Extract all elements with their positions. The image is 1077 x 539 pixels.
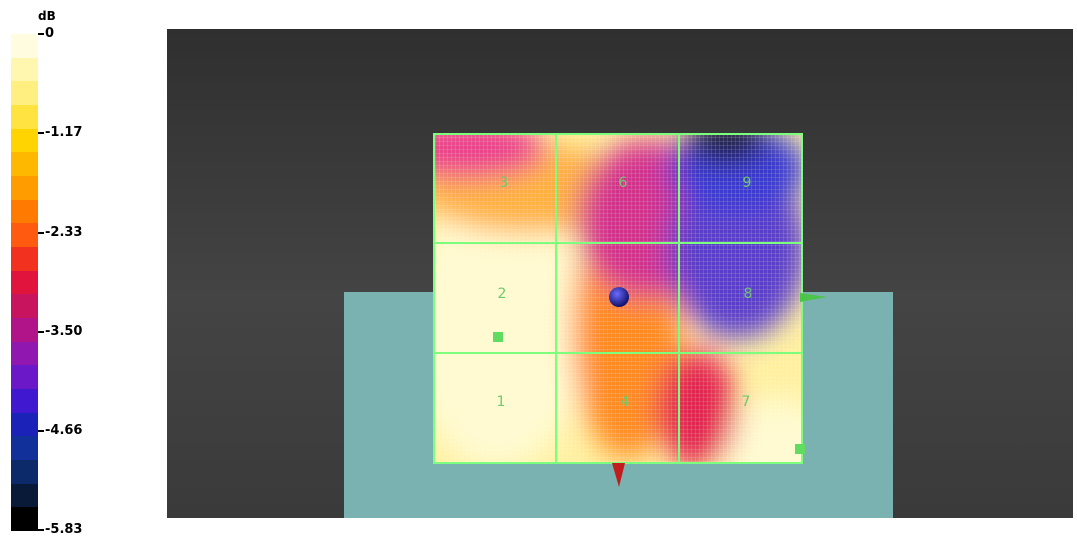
legend-tick-5: -5.83 — [38, 523, 82, 536]
legend-tick-1: -1.17 — [38, 126, 82, 139]
3d-viewport[interactable]: 3 6 9 2 5 8 1 4 7 — [167, 29, 1073, 518]
legend-swatch-18 — [11, 460, 38, 484]
cell-label: 6 — [619, 175, 628, 191]
legend-swatch-3 — [11, 105, 38, 129]
legend-swatch-5 — [11, 152, 38, 177]
color-scale-bar — [11, 34, 38, 532]
probe-pointer-red — [612, 463, 625, 487]
cell-label: 2 — [498, 286, 507, 302]
legend-swatch-12 — [11, 318, 38, 342]
legend-tick-3: -3.50 — [38, 325, 82, 338]
legend-swatch-10 — [11, 270, 38, 295]
legend-swatch-4 — [11, 128, 38, 153]
legend-swatch-9 — [11, 247, 38, 271]
legend-swatch-11 — [11, 294, 38, 319]
reference-marker — [795, 444, 805, 454]
color-scale-legend: dB 0 -1.17 -2.33 -3.50 -4.66 -5.83 — [0, 0, 160, 539]
legend-unit-label: dB — [38, 9, 56, 23]
cell-label: 4 — [621, 394, 630, 410]
legend-tick-0: 0 — [38, 27, 54, 40]
legend-swatch-7 — [11, 199, 38, 224]
legend-swatch-1 — [11, 57, 38, 82]
sar-heatmap-plane — [434, 134, 802, 463]
legend-swatch-19 — [11, 483, 38, 508]
legend-tick-4: -4.66 — [38, 424, 82, 437]
legend-swatch-6 — [11, 176, 38, 200]
cell-label: 9 — [743, 175, 752, 191]
probe-sphere[interactable] — [609, 287, 629, 307]
measurement-scene: 3 6 9 2 5 8 1 4 7 — [344, 133, 893, 518]
legend-swatch-20 — [11, 507, 38, 532]
legend-swatch-13 — [11, 341, 38, 366]
cell-label: 3 — [500, 175, 509, 191]
cell-label: 1 — [497, 394, 506, 410]
legend-swatch-0 — [11, 34, 38, 58]
cell-label: 8 — [744, 286, 753, 302]
cell-label: 7 — [742, 394, 751, 410]
probe-pointer-green — [800, 293, 827, 302]
legend-swatch-8 — [11, 223, 38, 248]
legend-swatch-16 — [11, 412, 38, 437]
legend-swatch-15 — [11, 389, 38, 413]
legend-swatch-14 — [11, 365, 38, 390]
legend-swatch-17 — [11, 436, 38, 461]
legend-tick-2: -2.33 — [38, 226, 82, 239]
legend-swatch-2 — [11, 81, 38, 106]
reference-marker — [493, 332, 503, 342]
